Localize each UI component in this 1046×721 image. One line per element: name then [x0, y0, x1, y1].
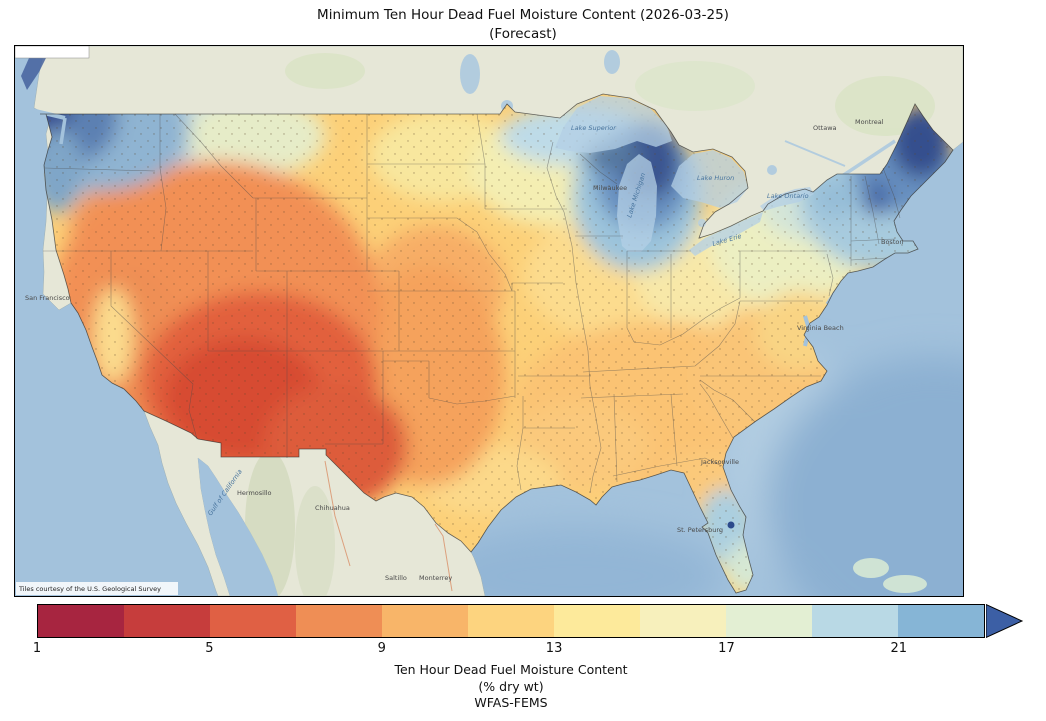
lake-ontario-shape: [760, 187, 814, 211]
label-montreal: Montreal: [855, 118, 884, 126]
colorbar-arrow: [986, 604, 1024, 638]
colorbar-tick-label: 1: [32, 641, 42, 656]
map-canvas: San Francisco Hermosillo Chihuahua Salti…: [14, 45, 964, 597]
lake-erie-shape: [689, 212, 763, 256]
colorbar-segment: [296, 605, 382, 637]
colorbar-segment: [640, 605, 726, 637]
figure-title: Minimum Ten Hour Dead Fuel Moisture Cont…: [0, 6, 1046, 44]
colorbar-segment: [468, 605, 554, 637]
lake-huron-shape: [671, 150, 748, 208]
colorbar-segment: [898, 605, 984, 637]
gulf-of-california-water: [198, 458, 278, 596]
colorbar-segment: [38, 605, 124, 637]
colorbar-segments: [38, 605, 984, 637]
colorbar-arrow-shape: [986, 604, 1024, 638]
figure-title-line2: (Forecast): [489, 25, 557, 42]
label-jacksonville: Jacksonville: [700, 458, 739, 466]
label-lake-superior: Lake Superior: [571, 124, 617, 132]
label-st-petersburg: St. Petersburg: [677, 526, 723, 534]
lake-superior-shape: [555, 96, 672, 153]
label-boston: Boston: [881, 238, 903, 246]
label-milwaukee: Milwaukee: [593, 184, 627, 192]
map-inset-box: [15, 46, 90, 59]
label-hermosillo: Hermosillo: [237, 489, 272, 497]
colorbar-segment: [124, 605, 210, 637]
colorbar: [37, 604, 985, 638]
label-monterrey: Monterrey: [419, 574, 452, 582]
label-san-francisco: San Francisco: [25, 294, 70, 302]
colorbar-segment: [812, 605, 898, 637]
colorbar-tick-label: 13: [545, 641, 563, 656]
colorbar-tick-label: 9: [377, 641, 386, 656]
label-lake-ontario: Lake Ontario: [767, 192, 809, 200]
label-virginia-beach: Virginia Beach: [797, 324, 844, 332]
caption-variable: Ten Hour Dead Fuel Moisture Content: [394, 662, 628, 677]
colorbar-tick-label: 5: [205, 641, 214, 656]
map-attribution: Tiles courtesy of the U.S. Geological Su…: [16, 582, 178, 595]
lakes: [555, 96, 814, 256]
label-chihuahua: Chihuahua: [315, 504, 350, 512]
colorbar-caption: Ten Hour Dead Fuel Moisture Content (% d…: [37, 662, 985, 712]
vancouver-island: [21, 48, 49, 90]
label-ottawa: Ottawa: [813, 124, 837, 132]
colorbar-ticks: 1 5 9 13 17 21: [33, 641, 985, 659]
caption-source: WFAS-FEMS: [474, 695, 548, 710]
label-lake-huron: Lake Huron: [697, 174, 734, 182]
us-moisture-map: San Francisco Hermosillo Chihuahua Salti…: [15, 46, 963, 596]
caption-units: (% dry wt): [478, 678, 544, 694]
figure-title-line1: Minimum Ten Hour Dead Fuel Moisture Cont…: [317, 7, 729, 23]
colorbar-tick-label: 17: [718, 641, 735, 656]
colorbar-segment: [210, 605, 296, 637]
colorbar-segment: [726, 605, 812, 637]
label-saltillo: Saltillo: [385, 574, 407, 582]
attribution-text: Tiles courtesy of the U.S. Geological Su…: [18, 585, 161, 593]
colorbar-tick-label: 21: [890, 641, 908, 656]
colorbar-segment: [554, 605, 640, 637]
state-borders: [43, 113, 901, 494]
lake-michigan-shape: [617, 154, 657, 252]
colorbar-segment: [382, 605, 468, 637]
bahama-banks: [853, 558, 889, 578]
florida-wet-spot: [727, 521, 735, 529]
